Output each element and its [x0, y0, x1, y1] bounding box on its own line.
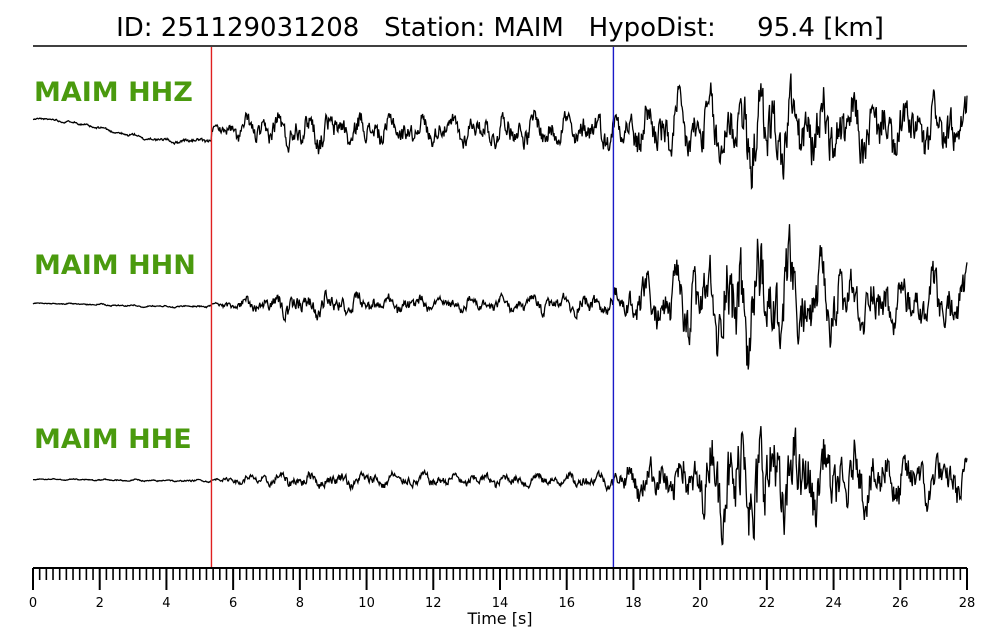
- x-tick-label: 12: [425, 596, 442, 611]
- traces-group: [32, 73, 968, 546]
- x-tick-label: 4: [162, 596, 170, 611]
- x-tick-label: 16: [558, 596, 575, 611]
- channel-label-hhe: MAIM HHE: [34, 424, 192, 455]
- x-axis-label: Time [s]: [466, 609, 532, 628]
- channel-label-hhz: MAIM HHZ: [34, 77, 193, 108]
- x-tick-label: 26: [892, 596, 909, 611]
- x-tick-label: 28: [959, 596, 976, 611]
- trace-maim-hhe: [32, 426, 968, 546]
- x-tick-label: 0: [29, 596, 37, 611]
- channel-label-hhn: MAIM HHN: [34, 250, 196, 281]
- x-tick-label: 2: [96, 596, 104, 611]
- x-tick-label: 18: [625, 596, 642, 611]
- trace-maim-hhn: [32, 224, 968, 370]
- chart-title: ID: 251129031208 Station: MAIM HypoDist:…: [116, 13, 884, 43]
- x-tick-label: 20: [692, 596, 709, 611]
- trace-maim-hhz: [32, 73, 968, 191]
- x-tick-label: 22: [759, 596, 776, 611]
- time-axis: 0 2 4 6 8 10 12 14 16 18 20 22 24 26 28: [29, 567, 976, 611]
- x-tick-label: 10: [358, 596, 375, 611]
- x-tick-label: 24: [825, 596, 842, 611]
- x-tick-label: 6: [229, 596, 237, 611]
- pick-lines-group: [210, 47, 615, 568]
- x-tick-label: 8: [296, 596, 304, 611]
- x-tick-label: 14: [492, 596, 509, 611]
